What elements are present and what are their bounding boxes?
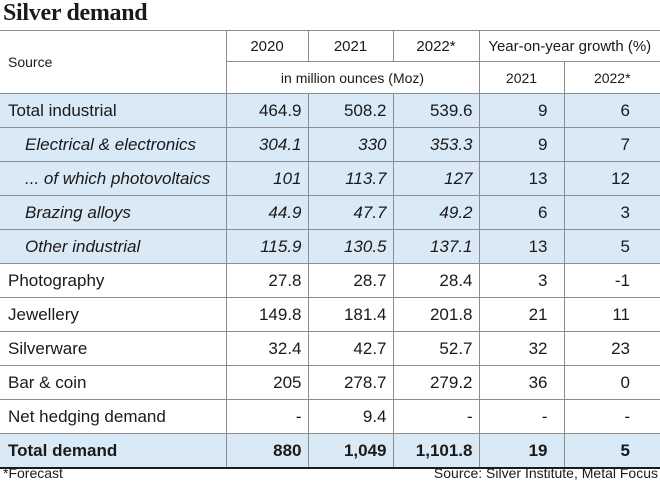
row-label: Photography xyxy=(0,263,227,298)
year-header-2020: 2020 xyxy=(225,30,309,62)
value-2022: 127 xyxy=(392,161,480,196)
source-header: Source xyxy=(0,30,227,94)
growth-2022: 5 xyxy=(563,229,660,264)
value-2021: 330 xyxy=(307,127,394,162)
growth-2022: 11 xyxy=(563,297,660,332)
header-row-years: Source 2020 2021 2022* Year-on-year grow… xyxy=(0,30,660,94)
value-2021: 113.7 xyxy=(307,161,394,196)
value-2021: 47.7 xyxy=(307,195,394,230)
growth-2021: 13 xyxy=(478,161,565,196)
value-2021: 181.4 xyxy=(307,297,394,332)
row-label: Total demand xyxy=(0,433,227,469)
year-header-2022: 2022* xyxy=(392,30,480,62)
row-label: Brazing alloys xyxy=(0,195,227,230)
growth-2021: 32 xyxy=(478,331,565,366)
growth-2022: 5 xyxy=(563,433,660,469)
value-2020: 880 xyxy=(225,433,309,469)
table-row: Total industrial 464.9 508.2 539.6 9 6 xyxy=(0,93,660,128)
growth-2021: 19 xyxy=(478,433,565,469)
growth-2021: 9 xyxy=(478,93,565,128)
growth-2022: 23 xyxy=(563,331,660,366)
year-header-2021: 2021 xyxy=(307,30,394,62)
table-row: Bar & coin 205 278.7 279.2 36 0 xyxy=(0,365,660,400)
row-label: Silverware xyxy=(0,331,227,366)
unit-header: in million ounces (Moz) xyxy=(226,61,480,94)
growth-2022: 0 xyxy=(563,365,660,400)
growth-2022: -1 xyxy=(563,263,660,298)
growth-2021: 6 xyxy=(478,195,565,230)
growth-header: Year-on-year growth (%) xyxy=(478,30,660,62)
value-2020: 304.1 xyxy=(225,127,309,162)
growth-2021: 9 xyxy=(478,127,565,162)
growth-year-header-2021: 2021 xyxy=(478,61,565,94)
value-2021: 9.4 xyxy=(307,399,394,434)
value-2022: 137.1 xyxy=(392,229,480,264)
value-2022: - xyxy=(392,399,480,434)
row-label: Total industrial xyxy=(0,93,227,128)
value-2022: 353.3 xyxy=(392,127,480,162)
growth-2021: 36 xyxy=(478,365,565,400)
row-label: Electrical & electronics xyxy=(0,127,227,162)
growth-2022: 12 xyxy=(563,161,660,196)
value-2020: 101 xyxy=(225,161,309,196)
growth-2022: 3 xyxy=(563,195,660,230)
growth-2021: - xyxy=(478,399,565,434)
row-label: Net hedging demand xyxy=(0,399,227,434)
chart-title: Silver demand xyxy=(3,0,148,26)
value-2021: 42.7 xyxy=(307,331,394,366)
value-2020: 44.9 xyxy=(225,195,309,230)
growth-year-header-2022: 2022* xyxy=(563,61,660,94)
value-2020: 149.8 xyxy=(225,297,309,332)
table-row: Silverware 32.4 42.7 52.7 32 23 xyxy=(0,331,660,366)
growth-2022: - xyxy=(563,399,660,434)
total-row: Total demand 880 1,049 1,101.8 19 5 xyxy=(0,433,660,469)
table-row: Net hedging demand - 9.4 - - - xyxy=(0,399,660,434)
silver-demand-table: Source 2020 2021 2022* Year-on-year grow… xyxy=(0,30,660,469)
value-2022: 52.7 xyxy=(392,331,480,366)
value-2020: - xyxy=(225,399,309,434)
table-row: Jewellery 149.8 181.4 201.8 21 11 xyxy=(0,297,660,332)
value-2021: 130.5 xyxy=(307,229,394,264)
value-2021: 1,049 xyxy=(307,433,394,469)
table-row: Electrical & electronics 304.1 330 353.3… xyxy=(0,127,660,162)
value-2021: 508.2 xyxy=(307,93,394,128)
value-2022: 279.2 xyxy=(392,365,480,400)
value-2020: 205 xyxy=(225,365,309,400)
value-2022: 28.4 xyxy=(392,263,480,298)
table-row: Brazing alloys 44.9 47.7 49.2 6 3 xyxy=(0,195,660,230)
value-2022: 1,101.8 xyxy=(392,433,480,469)
value-2022: 539.6 xyxy=(392,93,480,128)
growth-2022: 6 xyxy=(563,93,660,128)
growth-2021: 3 xyxy=(478,263,565,298)
row-label: Jewellery xyxy=(0,297,227,332)
table-row: Other industrial 115.9 130.5 137.1 13 5 xyxy=(0,229,660,264)
value-2022: 201.8 xyxy=(392,297,480,332)
growth-2022: 7 xyxy=(563,127,660,162)
value-2020: 27.8 xyxy=(225,263,309,298)
row-label: Bar & coin xyxy=(0,365,227,400)
value-2021: 28.7 xyxy=(307,263,394,298)
table-row: ... of which photovoltaics 101 113.7 127… xyxy=(0,161,660,196)
table-row: Photography 27.8 28.7 28.4 3 -1 xyxy=(0,263,660,298)
value-2021: 278.7 xyxy=(307,365,394,400)
growth-2021: 21 xyxy=(478,297,565,332)
value-2020: 32.4 xyxy=(225,331,309,366)
value-2020: 115.9 xyxy=(225,229,309,264)
row-label: Other industrial xyxy=(0,229,227,264)
value-2020: 464.9 xyxy=(225,93,309,128)
growth-2021: 13 xyxy=(478,229,565,264)
forecast-note: *Forecast xyxy=(3,465,63,481)
source-note: Source: Silver Institute, Metal Focus xyxy=(433,465,658,481)
header-row-units: in million ounces (Moz) 2021 2022* xyxy=(0,61,660,94)
value-2022: 49.2 xyxy=(392,195,480,230)
row-label: ... of which photovoltaics xyxy=(0,161,227,196)
